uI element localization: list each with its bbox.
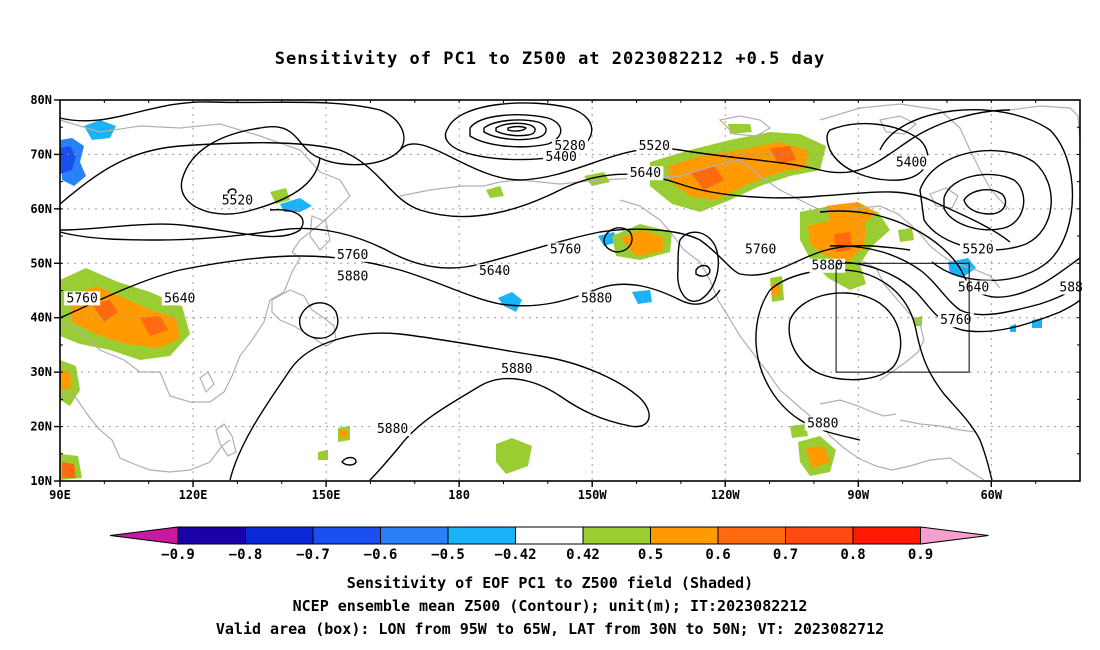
lat-tick-label: 60N (30, 202, 52, 216)
contour-label: 5640 (630, 166, 661, 181)
contour-label: 5760 (550, 242, 581, 257)
contour-label-bg (498, 362, 535, 377)
colorbar-swatch (582, 526, 651, 545)
lon-tick-label: 60W (980, 488, 1002, 502)
z500-contours (59, 101, 1081, 481)
colorbar-swatch (785, 526, 854, 545)
colorbar-swatch (852, 526, 921, 545)
lon-tick-label: 120W (711, 488, 741, 502)
map-figure: 5280540055205640540055205640576057605880… (30, 93, 1086, 563)
contour-label-bg (334, 247, 371, 262)
lat-tick-label: 80N (30, 93, 52, 107)
colorbar-low-extend (109, 526, 179, 545)
lon-tick-label: 120E (179, 488, 208, 502)
colorbar-tick-label: 0.9 (908, 547, 933, 563)
contour-label: 5520 (962, 242, 993, 257)
colorbar-tick-label: −0.5 (431, 547, 465, 563)
contour-label-bg (476, 264, 513, 279)
colorbar-tick-label: 0.42 (566, 547, 600, 563)
lat-tick-label: 50N (30, 256, 52, 270)
contour-label-bg (804, 416, 841, 431)
latitude-labels: 80N 70N 60N 50N 40N 30N 20N 10N (30, 93, 52, 488)
colorbar-swatch (717, 526, 786, 545)
colorbar-tick-label: 0.8 (840, 547, 865, 563)
contour-label-bg (543, 149, 580, 164)
sensitivity-shading (60, 120, 1042, 480)
colorbar-swatch (312, 526, 381, 545)
contour-label: 5880 (807, 417, 838, 432)
contour-label-bg (161, 291, 198, 306)
contour-label-bg (960, 242, 996, 257)
lon-tick-label: 90W (847, 488, 869, 502)
map-title: Sensitivity of PC1 to Z500 at 2023082212… (274, 49, 826, 69)
contour-label: 5520 (639, 139, 670, 154)
contour-label: 5640 (479, 264, 510, 279)
colorbar-tick-label: 0.5 (638, 547, 663, 563)
colorbar-swatch (380, 526, 449, 545)
contour-label-bg (955, 280, 992, 295)
colorbar-swatch (245, 526, 314, 545)
caption-shaded: Sensitivity of EOF PC1 to Z500 field (Sh… (346, 574, 754, 592)
colorbar-tick-label: −0.9 (161, 547, 195, 563)
colorbar-tick-label: 0.7 (773, 547, 798, 563)
axis-ticks (54, 99, 1080, 487)
lat-tick-label: 10N (30, 474, 52, 488)
contour-label: 5400 (896, 155, 927, 170)
contour-label-bg (219, 193, 256, 208)
colorbar-tick-label: 0.6 (705, 547, 730, 563)
colorbar-swatch (177, 526, 246, 545)
contour-label-bg (742, 242, 779, 257)
contour-label: 5400 (545, 150, 576, 165)
contour-labels: 5280540055205640540055205640576057605880… (64, 138, 1086, 437)
caption-valid-area: Valid area (box): LON from 95W to 65W, L… (215, 620, 885, 638)
contour-label-bg (893, 155, 930, 170)
contour-label: 5760 (745, 242, 776, 257)
contour-label-bg (578, 291, 615, 306)
contour-label: 5640 (164, 291, 195, 306)
contour-label: 5760 (67, 291, 98, 306)
lon-tick-label: 180 (448, 488, 470, 502)
colorbar-tick-label: −0.42 (494, 547, 536, 563)
contour-label-bg (552, 138, 588, 153)
colorbar-tick-label: −0.7 (296, 547, 330, 563)
contour-label-bg (547, 242, 584, 257)
contour-label-bg (374, 422, 411, 437)
contour-label: 5880 (501, 362, 532, 377)
lat-tick-label: 30N (30, 365, 52, 379)
contour-label-bg (636, 138, 673, 153)
colorbar-swatch (515, 526, 584, 545)
colorbar-high-extend (920, 526, 989, 545)
colorbar-tick-label: −0.6 (364, 547, 398, 563)
contour-label: 5880 (812, 259, 843, 274)
colorbar (109, 526, 989, 545)
longitude-labels: 90E 120E 150E 180 150W 120W 90W 60W (49, 488, 1003, 502)
contour-label: 5760 (337, 248, 368, 263)
lon-tick-label: 150W (578, 488, 608, 502)
contour-label: 5880 (377, 422, 408, 437)
contour-label-bg (937, 313, 974, 328)
contour-label: 588 (1059, 281, 1082, 296)
colorbar-swatch (447, 526, 516, 545)
colorbar-swatch (650, 526, 719, 545)
lon-tick-label: 90E (49, 488, 71, 502)
lat-tick-label: 20N (30, 420, 52, 434)
colorbar-labels: −0.9 −0.8 −0.7 −0.6 −0.5 −0.42 0.42 0.5 0.6 0.7 0.… (161, 547, 933, 563)
contour-label: 5880 (337, 270, 368, 285)
lat-tick-label: 40N (30, 311, 52, 325)
contour-label-bg (334, 269, 371, 284)
contour-label: 5640 (958, 281, 989, 296)
contour-label: 5760 (940, 313, 971, 328)
contour-label: 5520 (222, 193, 253, 208)
lon-tick-label: 150E (312, 488, 341, 502)
contour-label-bg (64, 291, 101, 306)
contour-label-bg (627, 166, 664, 181)
caption-contour: NCEP ensemble mean Z500 (Contour); unit(… (292, 597, 808, 615)
valid-area-box (835, 262, 970, 373)
colorbar-tick-label: −0.8 (229, 547, 263, 563)
contour-label: 5880 (581, 291, 612, 306)
lat-tick-label: 70N (30, 147, 52, 161)
